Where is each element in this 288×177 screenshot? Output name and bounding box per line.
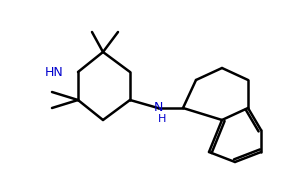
Text: N: N <box>153 101 163 114</box>
Text: HN: HN <box>44 65 63 79</box>
Text: H: H <box>158 114 166 124</box>
